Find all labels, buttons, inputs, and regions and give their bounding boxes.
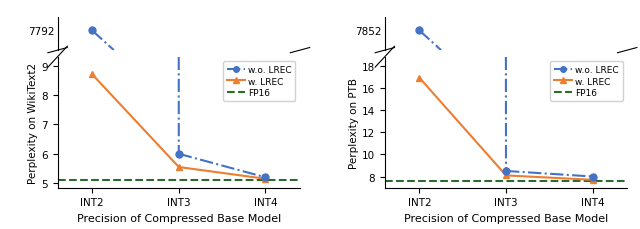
Y-axis label: Perplexity on WikiText2: Perplexity on WikiText2 [28,62,38,183]
Legend: w.o. LREC, w. LREC, FP16: w.o. LREC, w. LREC, FP16 [550,62,623,101]
X-axis label: Precision of Compressed Base Model: Precision of Compressed Base Model [404,213,608,223]
X-axis label: Precision of Compressed Base Model: Precision of Compressed Base Model [77,213,281,223]
Legend: w.o. LREC, w. LREC, FP16: w.o. LREC, w. LREC, FP16 [223,62,296,101]
Y-axis label: Perplexity on PTB: Perplexity on PTB [349,77,359,168]
